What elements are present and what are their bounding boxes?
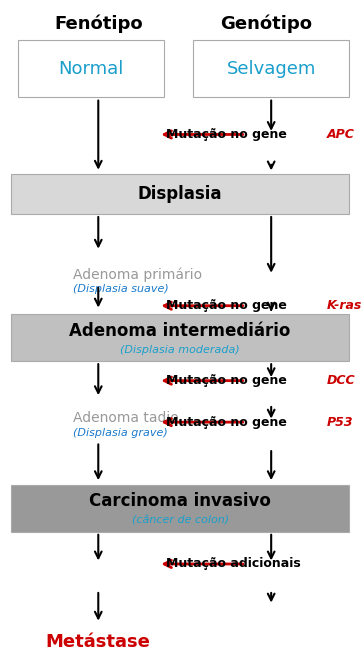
Text: Mutação no gene: Mutação no gene bbox=[166, 415, 291, 429]
FancyBboxPatch shape bbox=[18, 40, 164, 97]
Text: Displasia: Displasia bbox=[138, 185, 222, 203]
Text: Mutação adicionais: Mutação adicionais bbox=[166, 557, 300, 571]
FancyBboxPatch shape bbox=[193, 40, 349, 97]
Text: Adenoma primário: Adenoma primário bbox=[73, 267, 202, 282]
Text: Fenótipo: Fenótipo bbox=[54, 14, 143, 33]
Text: Mutação no gene: Mutação no gene bbox=[166, 374, 291, 387]
FancyBboxPatch shape bbox=[11, 314, 349, 361]
Text: Metástase: Metástase bbox=[46, 634, 151, 651]
Text: (Displasia suave): (Displasia suave) bbox=[73, 284, 169, 294]
Text: Mutação no gene: Mutação no gene bbox=[166, 299, 291, 312]
Text: Adenoma intermediário: Adenoma intermediário bbox=[70, 322, 291, 340]
Text: Adenoma tadio: Adenoma tadio bbox=[73, 411, 179, 425]
Text: APC: APC bbox=[327, 128, 355, 141]
Text: K-ras: K-ras bbox=[327, 299, 363, 312]
Text: Genótipo: Genótipo bbox=[220, 14, 312, 33]
FancyBboxPatch shape bbox=[11, 485, 349, 532]
FancyBboxPatch shape bbox=[11, 174, 349, 214]
Text: (Displasia moderada): (Displasia moderada) bbox=[120, 345, 240, 355]
Text: Normal: Normal bbox=[58, 60, 124, 78]
Text: (Displasia grave): (Displasia grave) bbox=[73, 428, 167, 438]
Text: P53: P53 bbox=[327, 415, 354, 429]
Text: (câncer de colon): (câncer de colon) bbox=[132, 515, 229, 525]
Text: Carcinoma invasivo: Carcinoma invasivo bbox=[89, 492, 271, 510]
Text: Mutação no gene: Mutação no gene bbox=[166, 128, 291, 141]
Text: Selvagem: Selvagem bbox=[226, 60, 316, 78]
Text: DCC: DCC bbox=[327, 374, 356, 387]
